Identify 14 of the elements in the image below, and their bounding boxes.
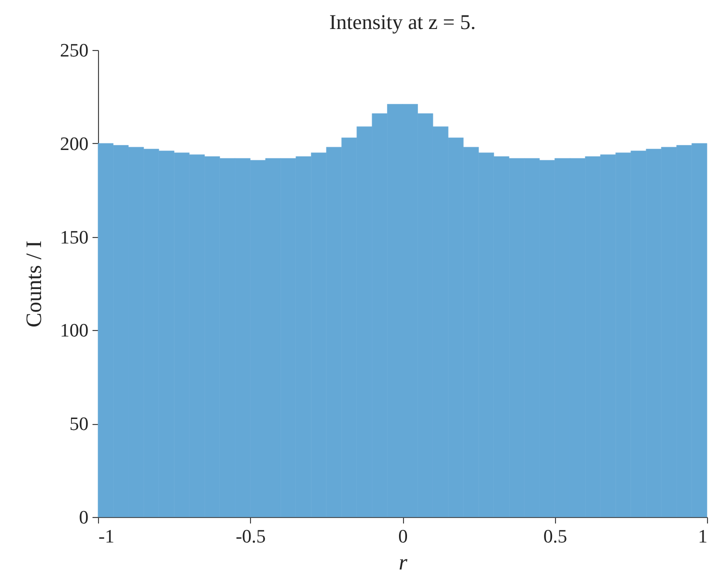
x-tick-label: -1 <box>98 526 114 548</box>
x-axis-title: r <box>398 550 408 574</box>
y-tick-label: 0 <box>79 508 88 528</box>
y-tick-label: 150 <box>60 227 88 248</box>
y-tick-label: 100 <box>60 320 88 342</box>
y-tick-label: 50 <box>70 414 88 436</box>
x-tick-label: 1 <box>698 526 708 548</box>
chart-title: Intensity at z = 5. <box>329 10 476 34</box>
y-axis-title: Counts / I <box>21 240 46 328</box>
x-tick-label: 0.5 <box>543 526 568 548</box>
x-tick-label: -0.5 <box>236 526 266 548</box>
y-tick-label: 250 <box>60 40 88 62</box>
x-tick-label: 0 <box>398 526 408 548</box>
y-tick-label: 200 <box>60 134 88 155</box>
